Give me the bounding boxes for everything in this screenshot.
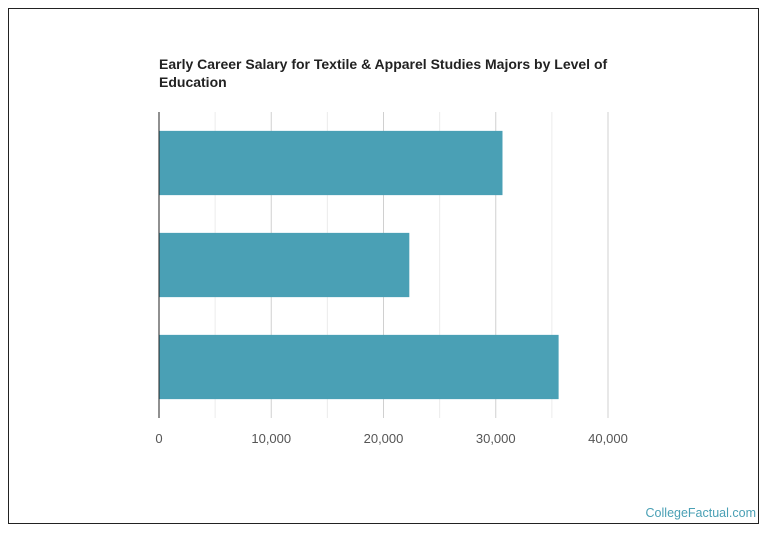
bar-3[interactable]: [159, 334, 559, 400]
x-tick-label: 20,000: [364, 431, 404, 446]
bars: [159, 130, 559, 400]
x-tick-label: 30,000: [476, 431, 516, 446]
x-tick-label: 0: [155, 431, 162, 446]
chart-title: Early Career Salary for Textile & Appare…: [159, 56, 608, 90]
bar-1[interactable]: [159, 130, 503, 196]
x-tick-label: 10,000: [251, 431, 291, 446]
x-tick-labels: 0 10,000 20,000 30,000 40,000: [155, 431, 628, 446]
x-tick-label: 40,000: [588, 431, 628, 446]
bar-2[interactable]: [159, 232, 410, 298]
watermark[interactable]: CollegeFactual.com: [645, 506, 756, 520]
